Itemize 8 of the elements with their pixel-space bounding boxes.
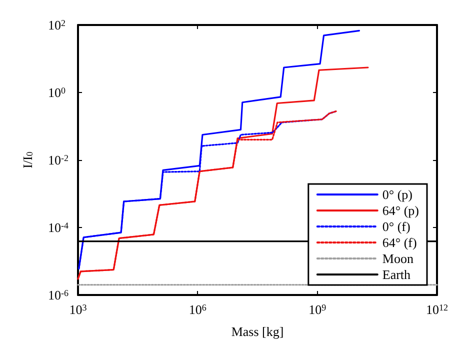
legend-label: 0° (p) bbox=[382, 187, 412, 202]
x-axis-title: Mass [kg] bbox=[231, 324, 284, 339]
legend-label: Moon bbox=[382, 251, 414, 266]
legend-label: 64° (p) bbox=[382, 203, 419, 218]
y-axis-title: I/I0 bbox=[20, 151, 35, 168]
legend-label: Earth bbox=[382, 267, 412, 282]
legend-label: 0° (f) bbox=[382, 219, 410, 234]
legend-label: 64° (f) bbox=[382, 235, 417, 250]
